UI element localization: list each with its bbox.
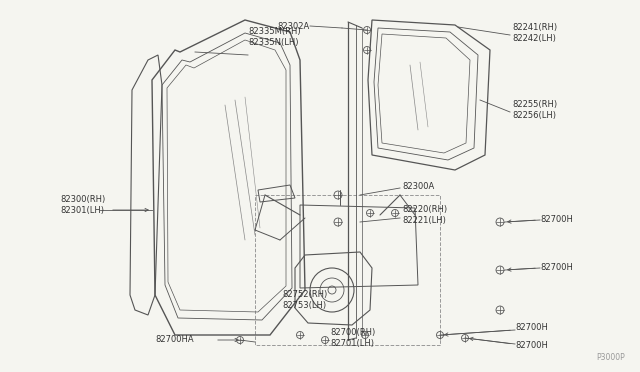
Text: 82752(RH)
82753(LH): 82752(RH) 82753(LH) bbox=[282, 290, 327, 310]
Text: 82255(RH)
82256(LH): 82255(RH) 82256(LH) bbox=[512, 100, 557, 120]
Text: 82700H: 82700H bbox=[515, 340, 548, 350]
Text: 82300(RH)
82301(LH): 82300(RH) 82301(LH) bbox=[60, 195, 105, 215]
Text: 82700H: 82700H bbox=[540, 263, 573, 272]
Text: P3000P: P3000P bbox=[596, 353, 625, 362]
Text: 82700H: 82700H bbox=[515, 324, 548, 333]
Text: 82700(RH)
82701(LH): 82700(RH) 82701(LH) bbox=[330, 328, 375, 348]
Text: 82335M(RH)
82335N(LH): 82335M(RH) 82335N(LH) bbox=[248, 27, 301, 47]
Text: 82700H: 82700H bbox=[540, 215, 573, 224]
Text: 82241(RH)
82242(LH): 82241(RH) 82242(LH) bbox=[512, 23, 557, 43]
Text: 82220(RH)
82221(LH): 82220(RH) 82221(LH) bbox=[402, 205, 447, 225]
Text: 82300A: 82300A bbox=[402, 182, 435, 190]
Text: 82700HA: 82700HA bbox=[155, 336, 194, 344]
Text: 82302A: 82302A bbox=[278, 22, 310, 31]
